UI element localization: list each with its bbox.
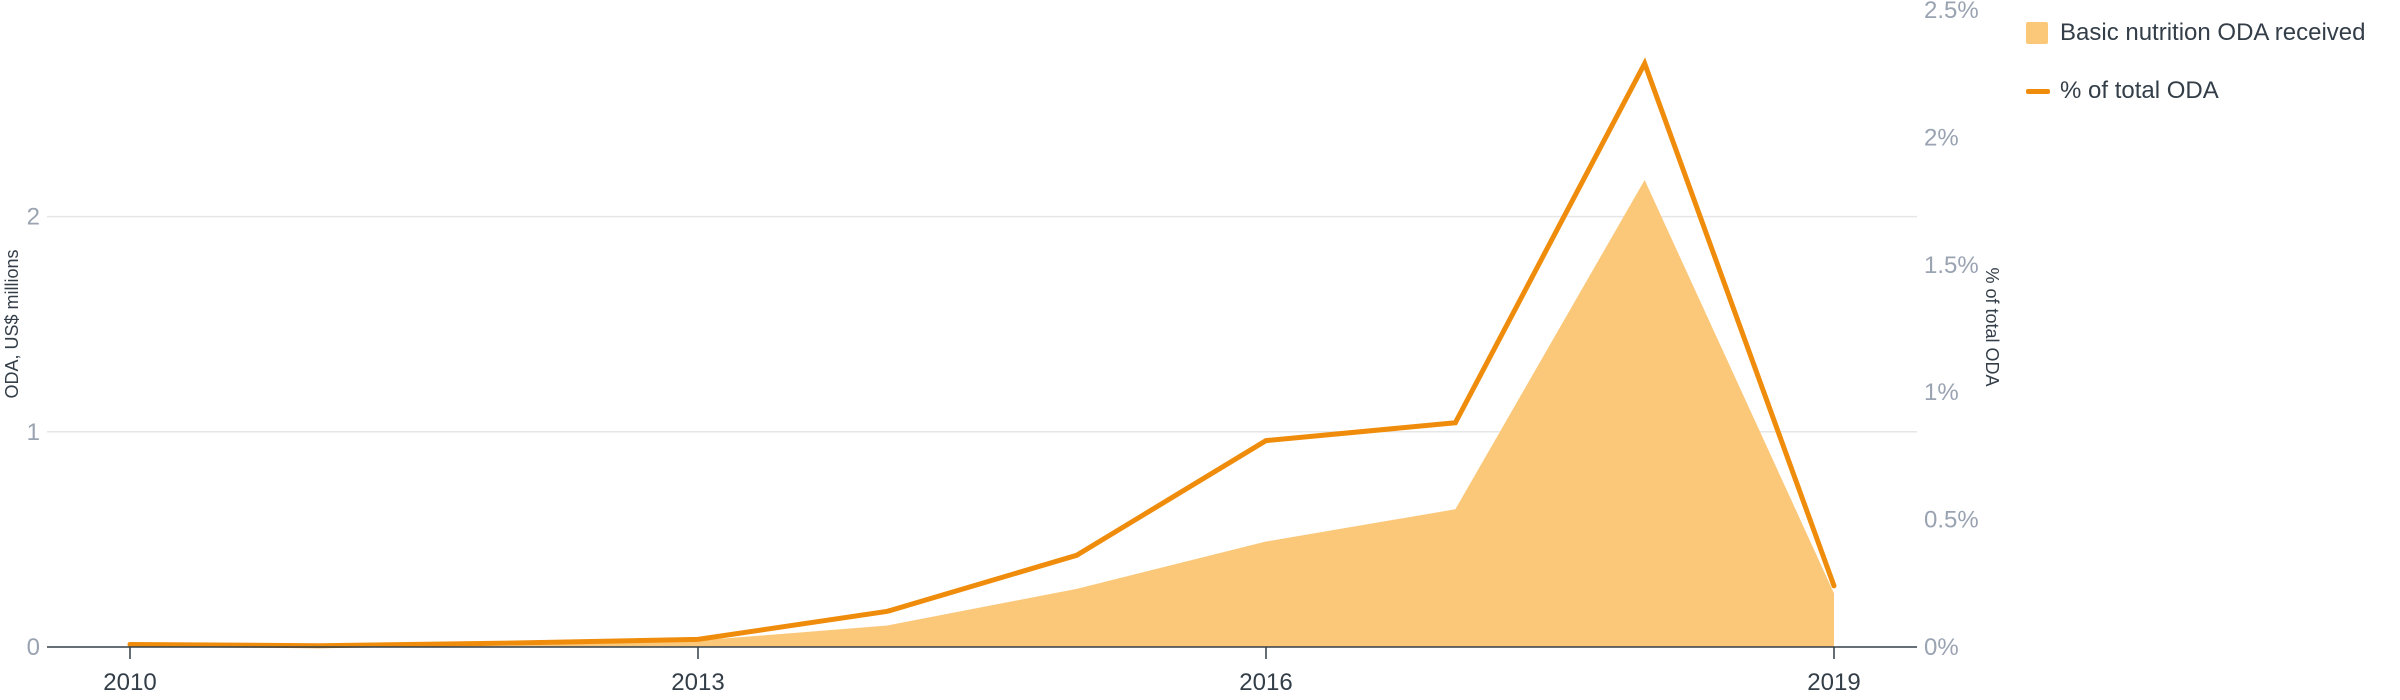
x-tick-label: 2016 (1239, 669, 1292, 696)
right-tick-label: 2.5% (1924, 0, 1979, 24)
right-tick-label: 2% (1924, 124, 1959, 151)
legend: Basic nutrition ODA received % of total … (2026, 18, 2365, 134)
right-y-ticks: 0% 0.5% 1% 1.5% 2% 2.5% (1924, 0, 1979, 661)
legend-line-label: % of total ODA (2060, 77, 2219, 104)
x-tick-label: 2010 (103, 669, 156, 696)
x-ticks: 2010 2013 2016 2019 (103, 647, 1861, 696)
left-axis-title: ODA, US$ millions (2, 249, 22, 398)
legend-area-label: Basic nutrition ODA received (2060, 19, 2366, 46)
right-tick-label: 1.5% (1924, 252, 1979, 279)
left-tick-label: 2 (27, 204, 40, 231)
left-tick-label: 0 (27, 634, 40, 661)
right-tick-label: 1% (1924, 379, 1959, 406)
area-series-group (130, 180, 1834, 647)
line-series-group (127, 57, 1837, 649)
right-tick-label: 0% (1924, 634, 1959, 661)
legend-area-swatch (2026, 22, 2048, 44)
right-axis-title: % of total ODA (1982, 267, 2002, 386)
legend-item-line[interactable]: % of total ODA (2026, 76, 2365, 106)
area-series (130, 180, 1834, 647)
legend-line-swatch (2026, 88, 2050, 94)
x-tick-label: 2019 (1807, 669, 1860, 696)
legend-item-area[interactable]: Basic nutrition ODA received (2026, 18, 2365, 48)
left-y-ticks: 0 1 2 (27, 204, 40, 661)
left-tick-label: 1 (27, 419, 40, 446)
x-tick-label: 2013 (671, 669, 724, 696)
line-series (127, 57, 1837, 649)
right-tick-label: 0.5% (1924, 507, 1979, 534)
